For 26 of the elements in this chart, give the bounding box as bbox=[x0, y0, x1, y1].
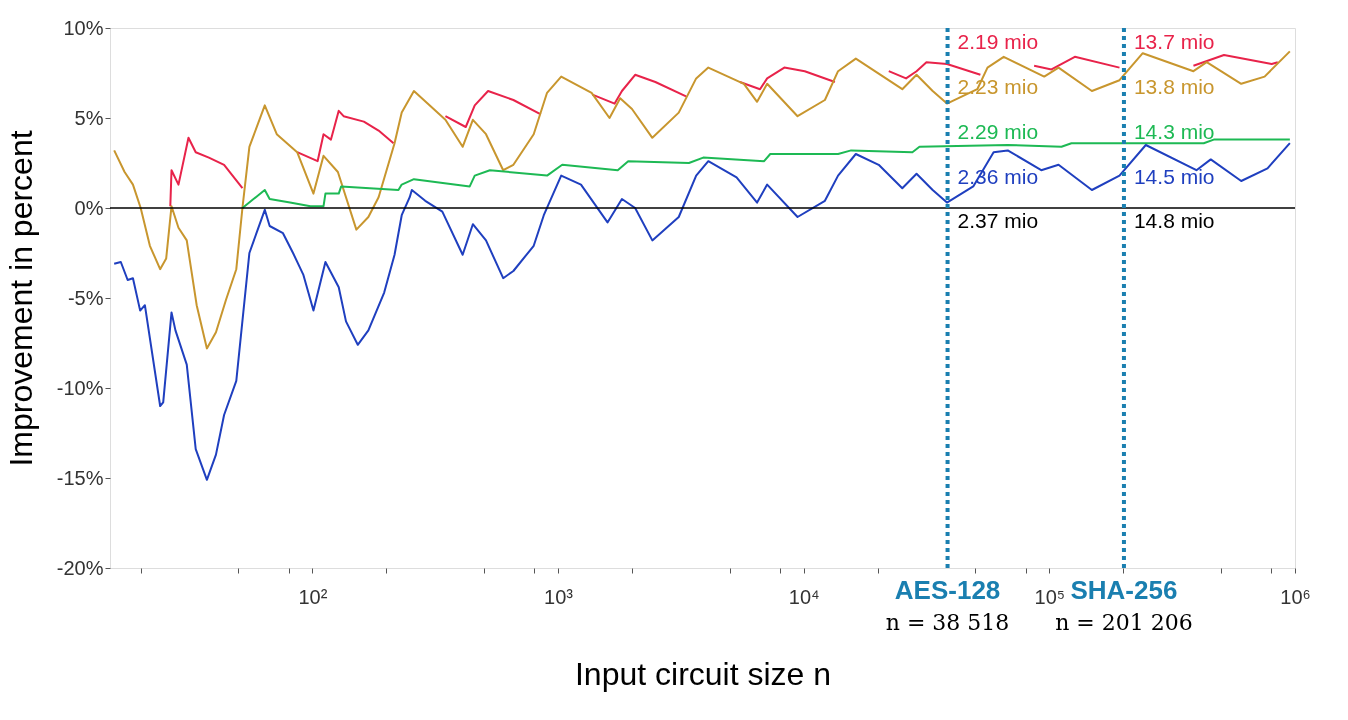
annotation: 14.5 mio bbox=[1133, 164, 1215, 188]
y-tick-label: 10% bbox=[63, 16, 104, 39]
annotation: 2.37 mio bbox=[957, 209, 1039, 233]
x-tick-label: 10² bbox=[298, 585, 328, 608]
y-tick-label: 5% bbox=[74, 106, 104, 129]
annotation: 13.7 mio bbox=[1133, 30, 1215, 54]
annotation: 14.8 mio bbox=[1133, 209, 1215, 233]
x-tick-label: 10⁵ bbox=[1034, 585, 1066, 608]
x-axis-title: Input circuit size n bbox=[574, 655, 832, 692]
annotation: 2.29 mio bbox=[957, 119, 1039, 143]
y-axis-title: Improvement in percent bbox=[2, 130, 39, 467]
x-tick-label: 10⁴ bbox=[788, 585, 820, 608]
text: n = 38 518 bbox=[885, 610, 1010, 635]
y-tick-label: -10% bbox=[56, 376, 104, 399]
y-tick-label: -5% bbox=[67, 286, 104, 309]
text: n = 201 206 bbox=[1055, 610, 1193, 635]
y-tick-label: -20% bbox=[56, 556, 104, 579]
ref-line-label: SHA-256 bbox=[1070, 575, 1178, 605]
x-tick-label: 10³ bbox=[544, 585, 574, 608]
annotation: 13.8 mio bbox=[1133, 74, 1215, 98]
ref-line-label: AES-128 bbox=[894, 575, 1001, 605]
y-tick-label: -15% bbox=[56, 466, 104, 489]
annotation: 2.19 mio bbox=[957, 30, 1039, 54]
x-tick-label: 10⁶ bbox=[1280, 585, 1311, 608]
annotation: 14.3 mio bbox=[1133, 119, 1215, 143]
y-tick-label: 0% bbox=[74, 196, 104, 219]
